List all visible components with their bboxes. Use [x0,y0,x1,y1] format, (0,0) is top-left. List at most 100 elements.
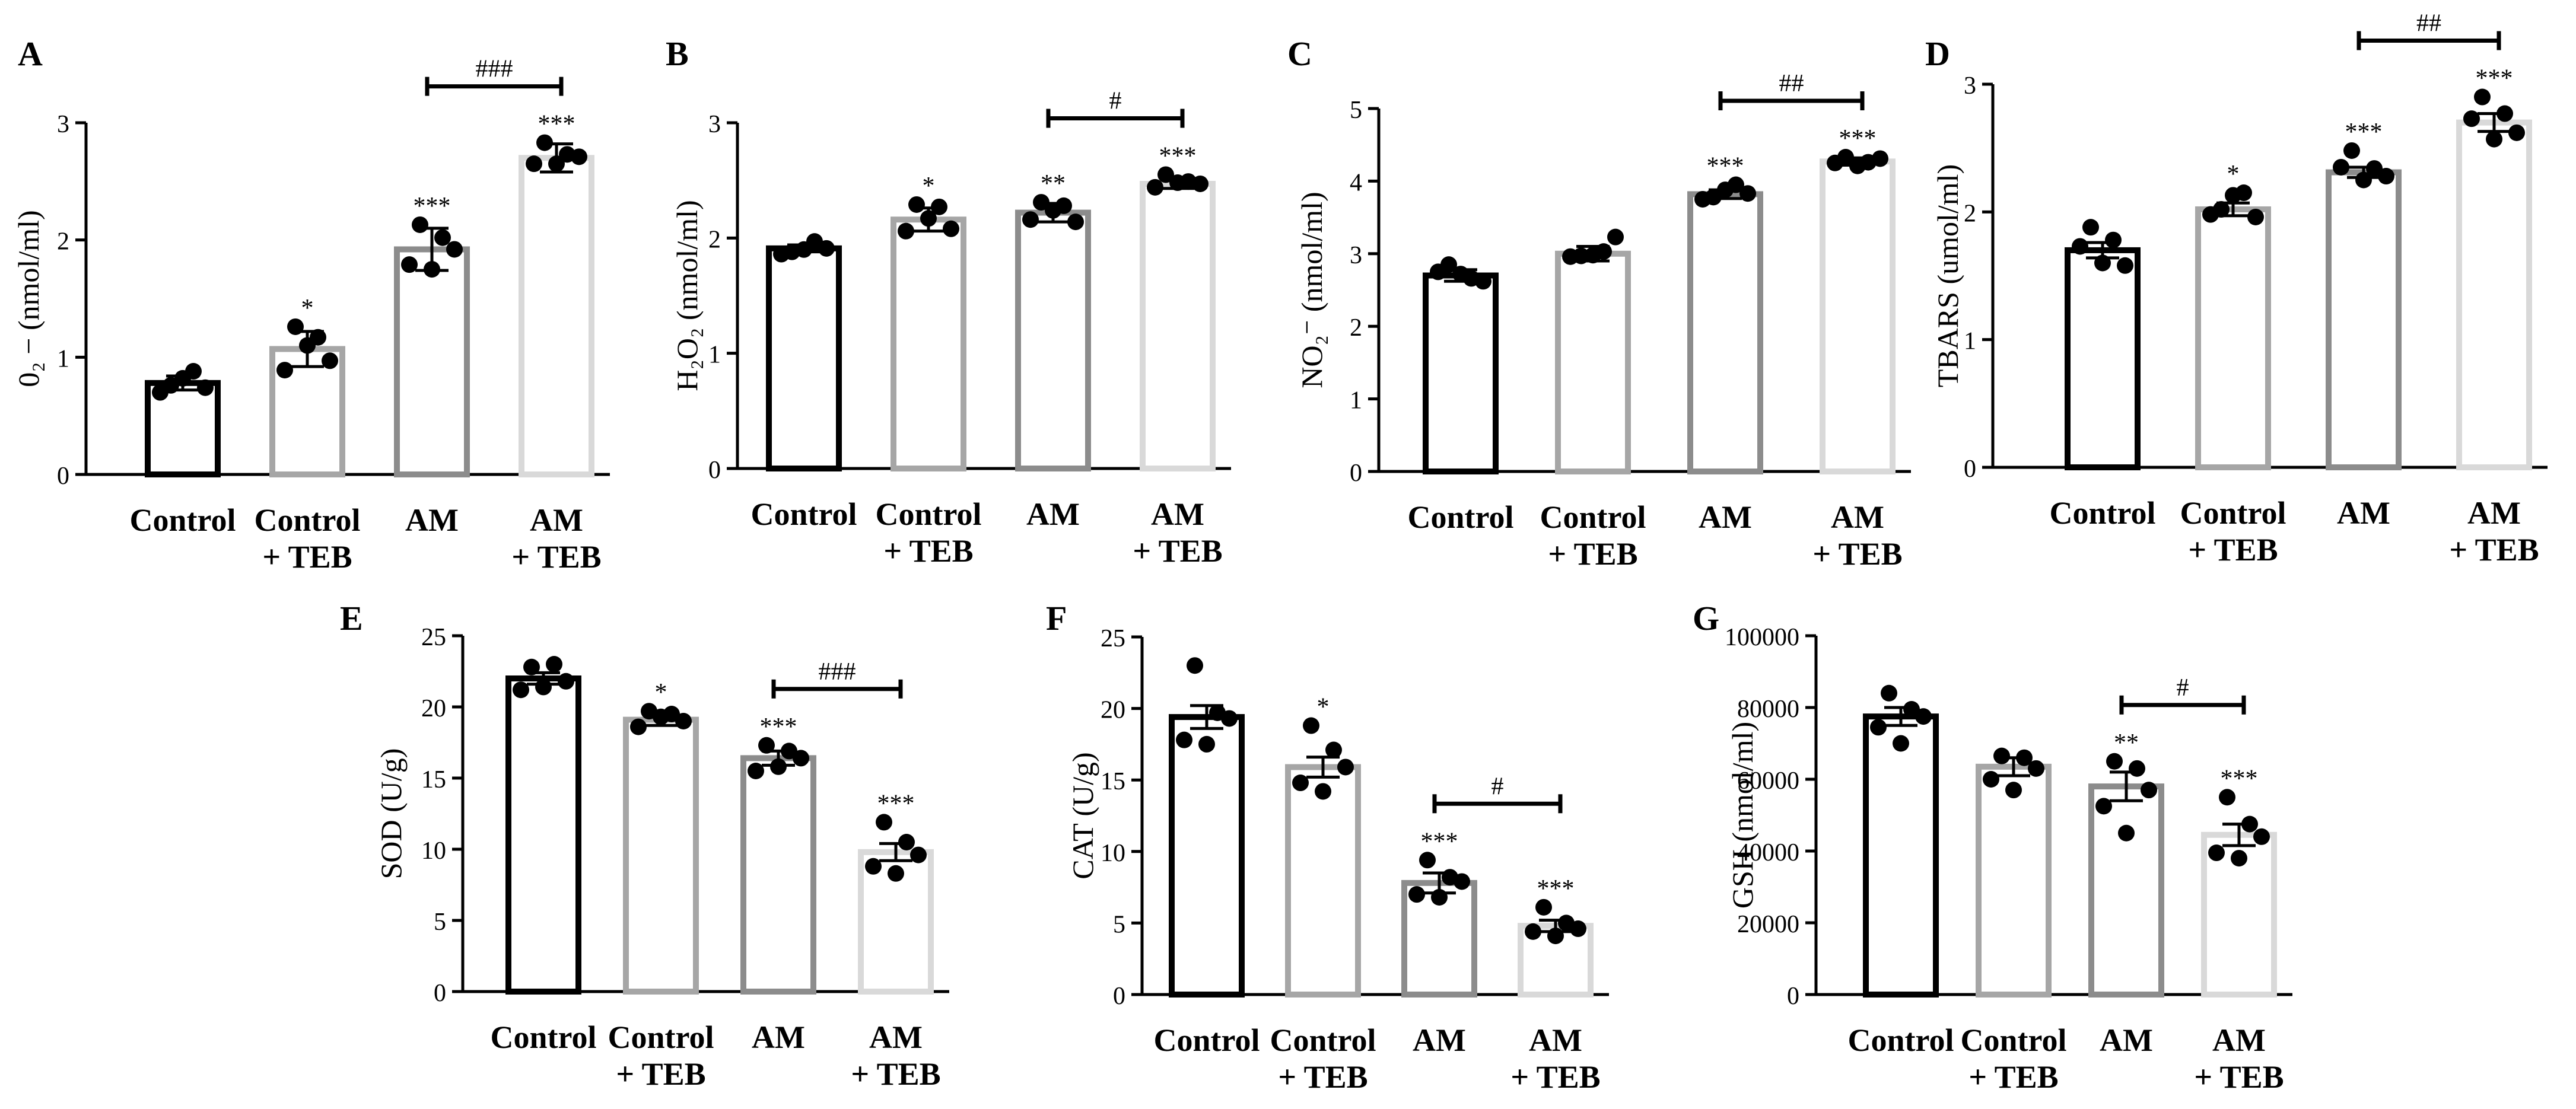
x-tick-label: + TEB [851,1056,940,1092]
significance-label: * [2227,161,2240,188]
data-point [2005,782,2022,799]
bar [1423,272,1499,474]
y-tick-label: 0 [708,457,721,484]
bar [2456,119,2532,471]
data-point [2463,110,2480,128]
data-point [1535,898,1552,916]
data-point [2253,828,2270,845]
bar [2195,206,2271,470]
data-point [773,246,790,263]
significance-label: *** [2221,765,2258,792]
y-tick-label: 15 [1101,768,1125,795]
data-point [2094,254,2111,272]
x-tick-label: AM [1529,1022,1582,1058]
significance-label: *** [1707,153,1744,180]
data-point [2208,845,2225,862]
y-tick-label: 3 [708,111,721,138]
y-axis-label: 0₂ − (nmol/ml) [12,210,45,387]
bar [740,755,816,995]
data-point [2219,789,2235,806]
data-point [1022,211,1039,228]
significance-label: *** [760,713,797,741]
x-tick-label: AM [1026,496,1080,532]
data-point [535,678,552,696]
data-point [2202,206,2219,223]
y-tick-label: 5 [434,909,446,936]
data-point [2247,208,2264,225]
bar [505,675,581,995]
bar [623,716,699,995]
data-point [2072,238,2088,255]
data-point [1993,747,2010,764]
data-point [299,337,316,354]
data-point [818,240,835,257]
y-tick-label: 60000 [1737,767,1799,795]
data-point [1607,228,1624,246]
data-point [865,858,882,875]
bar [1687,191,1763,474]
x-tick-label: AM [1151,496,1204,532]
data-point [1881,684,1897,702]
panel-letter: A [18,34,43,73]
data-point [2508,124,2525,141]
y-tick-label: 2 [1964,200,1976,227]
data-point [1870,719,1887,736]
data-point [943,220,959,237]
data-point [1585,247,1601,264]
data-point [1849,157,1866,174]
x-tick-label: AM [405,502,459,538]
y-tick-label: 25 [1101,625,1125,652]
data-point [888,865,904,882]
significance-label: *** [414,193,451,220]
x-tick-label: + TEB [2188,532,2278,568]
y-tick-label: 20 [1101,697,1125,724]
significance-label: *** [1839,125,1877,152]
x-tick-label: + TEB [1548,536,1637,572]
bar [1140,180,1216,471]
x-tick-label: Control [254,502,360,538]
data-point [1315,783,1331,800]
x-tick-label: AM [869,1019,923,1055]
data-point [1431,888,1448,906]
x-tick-label: Control [490,1019,596,1055]
data-point [2378,168,2394,185]
y-tick-label: 2 [57,228,69,256]
data-point [197,379,214,396]
panel-letter: B [666,34,689,73]
significance-label: * [655,679,667,706]
data-point [571,148,587,165]
y-tick-label: 0 [1964,455,1976,483]
data-point [2497,105,2513,122]
bar [1863,713,1939,998]
bar [1015,209,1091,471]
data-point [2082,219,2099,236]
y-tick-label: 0 [1113,983,1125,1010]
x-tick-label: + TEB [1133,533,1222,569]
comparison-label: # [2177,674,2189,702]
x-tick-label: + TEB [1968,1059,2058,1095]
significance-label: * [301,295,314,322]
data-point [276,362,293,379]
data-point [1187,657,1203,674]
data-point [1872,150,1888,167]
data-point [1176,731,1192,748]
x-tick-label: + TEB [2194,1059,2284,1095]
significance-label: *** [1421,828,1458,855]
data-point [630,718,647,735]
bar [891,216,966,471]
data-point [1893,735,1909,752]
data-point [536,134,553,151]
y-tick-label: 0 [57,463,69,490]
comparison-label: ### [819,658,856,686]
data-point [653,708,669,725]
x-tick-label: Control [1153,1022,1260,1058]
x-tick-label: AM [2467,495,2521,531]
data-point [2474,88,2491,106]
data-point [1547,928,1564,945]
panel-g: G 0 20000 40000 60000 80000 100000 GSH (nmol/ml… [1693,599,2292,1095]
x-tick-label: AM [2212,1022,2266,1058]
data-point [1915,708,1932,725]
